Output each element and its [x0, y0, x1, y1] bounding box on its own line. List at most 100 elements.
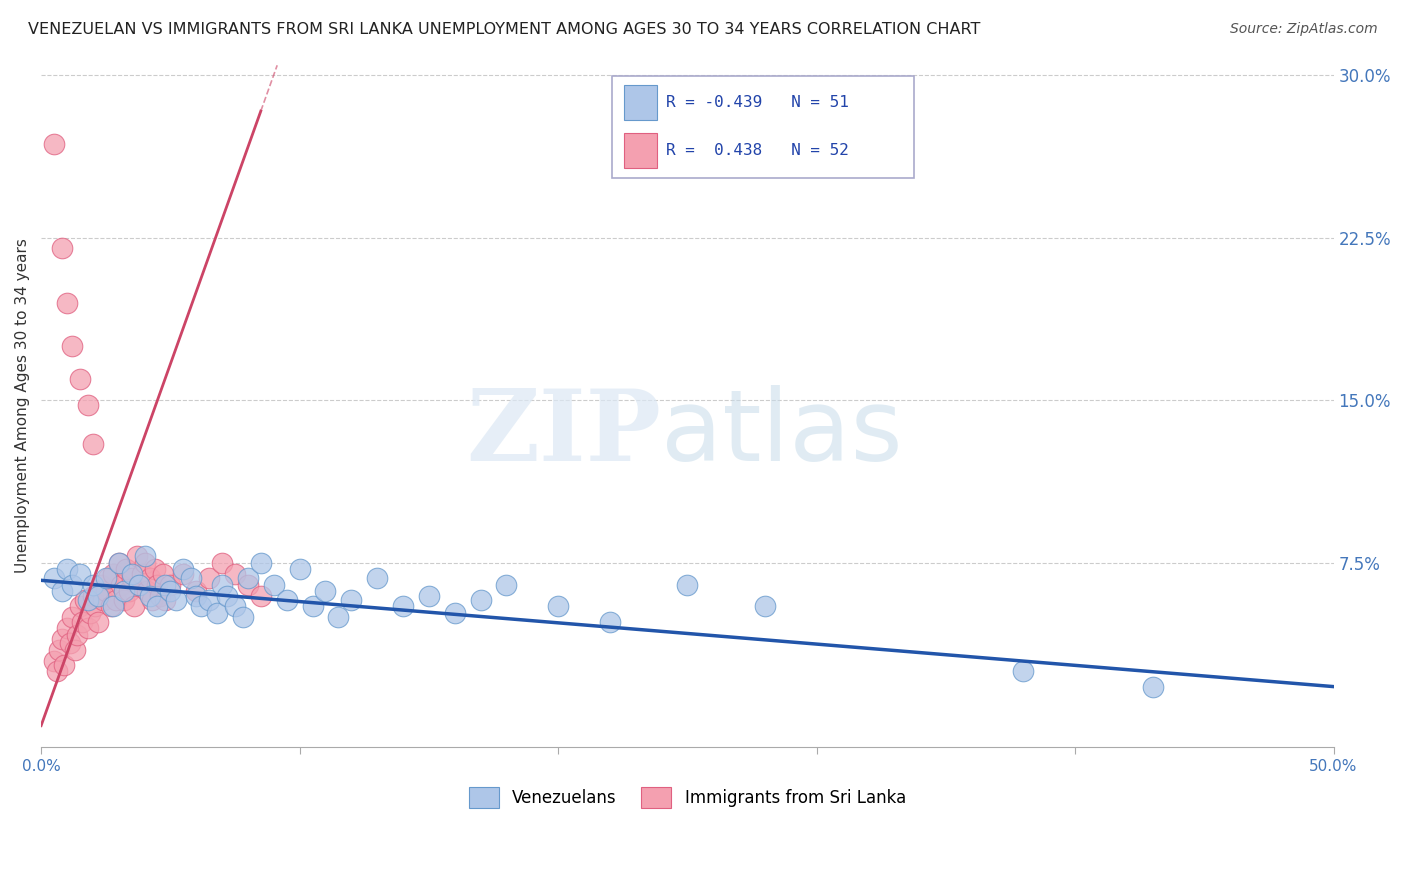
FancyBboxPatch shape [624, 85, 657, 120]
Point [53, 657, 76, 672]
Point [263, 577, 285, 591]
Point [236, 571, 259, 585]
Point [149, 589, 172, 603]
Point [198, 571, 221, 585]
Point [128, 577, 150, 591]
Point [125, 549, 148, 564]
Text: atlas: atlas [661, 384, 903, 482]
Point [103, 566, 125, 581]
Point [224, 599, 246, 614]
Point [152, 566, 174, 581]
Point [110, 577, 132, 591]
FancyBboxPatch shape [624, 133, 657, 168]
Point [94, 571, 117, 585]
Point [250, 589, 273, 603]
Point [87, 615, 110, 629]
Point [224, 566, 246, 581]
Point [56, 562, 79, 576]
Point [76, 592, 98, 607]
Text: ZIP: ZIP [467, 384, 661, 482]
Point [131, 566, 153, 581]
Point [134, 556, 156, 570]
Point [599, 615, 621, 629]
Point [103, 599, 125, 614]
Point [121, 566, 143, 581]
Point [56, 621, 79, 635]
Point [288, 562, 311, 576]
Point [136, 584, 159, 599]
Point [107, 556, 129, 570]
Point [128, 577, 150, 591]
Point [547, 599, 569, 614]
Point [105, 592, 128, 607]
Point [276, 592, 298, 607]
Point [107, 556, 129, 570]
Point [443, 606, 465, 620]
Point [82, 589, 104, 603]
Point [314, 584, 336, 599]
Point [56, 295, 79, 310]
Point [146, 599, 169, 614]
Point [72, 615, 94, 629]
Point [217, 589, 239, 603]
Point [301, 599, 323, 614]
Point [340, 592, 363, 607]
Point [328, 610, 350, 624]
Point [45, 665, 67, 679]
Point [60, 577, 83, 591]
Point [418, 589, 440, 603]
Point [232, 610, 254, 624]
Point [366, 571, 388, 585]
Point [190, 599, 212, 614]
Point [1142, 680, 1164, 694]
Point [754, 599, 776, 614]
Point [94, 584, 117, 599]
Point [115, 562, 138, 576]
Point [138, 571, 160, 585]
Point [82, 577, 104, 591]
Legend: Venezuelans, Immigrants from Sri Lanka: Venezuelans, Immigrants from Sri Lanka [463, 780, 912, 814]
Point [112, 584, 135, 599]
Point [76, 398, 98, 412]
Point [495, 577, 517, 591]
Text: VENEZUELAN VS IMMIGRANTS FROM SRI LANKA UNEMPLOYMENT AMONG AGES 30 TO 34 YEARS C: VENEZUELAN VS IMMIGRANTS FROM SRI LANKA … [28, 22, 980, 37]
Point [165, 592, 187, 607]
Point [676, 577, 699, 591]
Point [121, 571, 143, 585]
Point [60, 339, 83, 353]
Point [76, 621, 98, 635]
Text: R = -0.439   N = 51: R = -0.439 N = 51 [666, 95, 849, 110]
Point [236, 577, 259, 591]
Point [186, 584, 208, 599]
Point [42, 571, 65, 585]
Point [58, 636, 80, 650]
Point [82, 436, 104, 450]
Point [138, 589, 160, 603]
Point [153, 592, 176, 607]
Point [97, 571, 120, 585]
FancyBboxPatch shape [612, 76, 914, 178]
Point [87, 589, 110, 603]
Y-axis label: Unemployment Among Ages 30 to 34 years: Unemployment Among Ages 30 to 34 years [15, 238, 30, 574]
Point [51, 584, 73, 599]
Point [79, 606, 101, 620]
Point [66, 627, 89, 641]
Point [100, 599, 122, 614]
Point [392, 599, 415, 614]
Point [180, 571, 202, 585]
Point [51, 242, 73, 256]
Point [470, 592, 492, 607]
Point [172, 562, 194, 576]
Point [42, 654, 65, 668]
Text: Source: ZipAtlas.com: Source: ZipAtlas.com [1230, 22, 1378, 37]
Point [69, 599, 91, 614]
Point [211, 556, 233, 570]
Point [143, 562, 166, 576]
Point [172, 566, 194, 581]
Point [122, 599, 145, 614]
Point [159, 584, 181, 599]
Text: R =  0.438   N = 52: R = 0.438 N = 52 [666, 144, 849, 158]
Point [198, 592, 221, 607]
Point [146, 577, 169, 591]
Point [60, 610, 83, 624]
